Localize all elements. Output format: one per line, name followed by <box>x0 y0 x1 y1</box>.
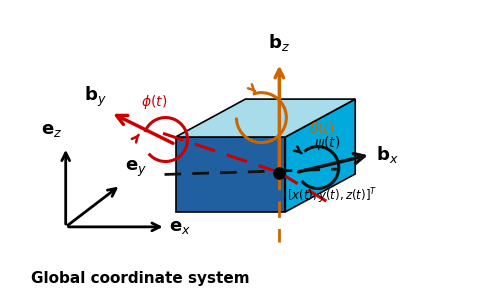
Text: $\phi(t)$: $\phi(t)$ <box>141 93 167 111</box>
Text: $\theta(t)$: $\theta(t)$ <box>309 119 335 136</box>
Text: Global coordinate system: Global coordinate system <box>31 271 250 286</box>
Polygon shape <box>176 99 355 137</box>
Polygon shape <box>176 137 285 212</box>
Text: $\mathbf{b}_z$: $\mathbf{b}_z$ <box>268 32 290 53</box>
Text: $\mathbf{e}_x$: $\mathbf{e}_x$ <box>168 218 191 236</box>
Text: $\mathbf{e}_y$: $\mathbf{e}_y$ <box>125 159 146 179</box>
Text: $\mathbf{b}_x$: $\mathbf{b}_x$ <box>376 144 398 165</box>
Text: $\psi(t)$: $\psi(t)$ <box>314 133 340 152</box>
Text: $\mathbf{e}_z$: $\mathbf{e}_z$ <box>41 121 62 139</box>
Text: $\mathbf{b}_y$: $\mathbf{b}_y$ <box>84 85 107 109</box>
Polygon shape <box>285 99 355 212</box>
Text: $[x(t), y(t), z(t)]^T$: $[x(t), y(t), z(t)]^T$ <box>288 186 378 206</box>
